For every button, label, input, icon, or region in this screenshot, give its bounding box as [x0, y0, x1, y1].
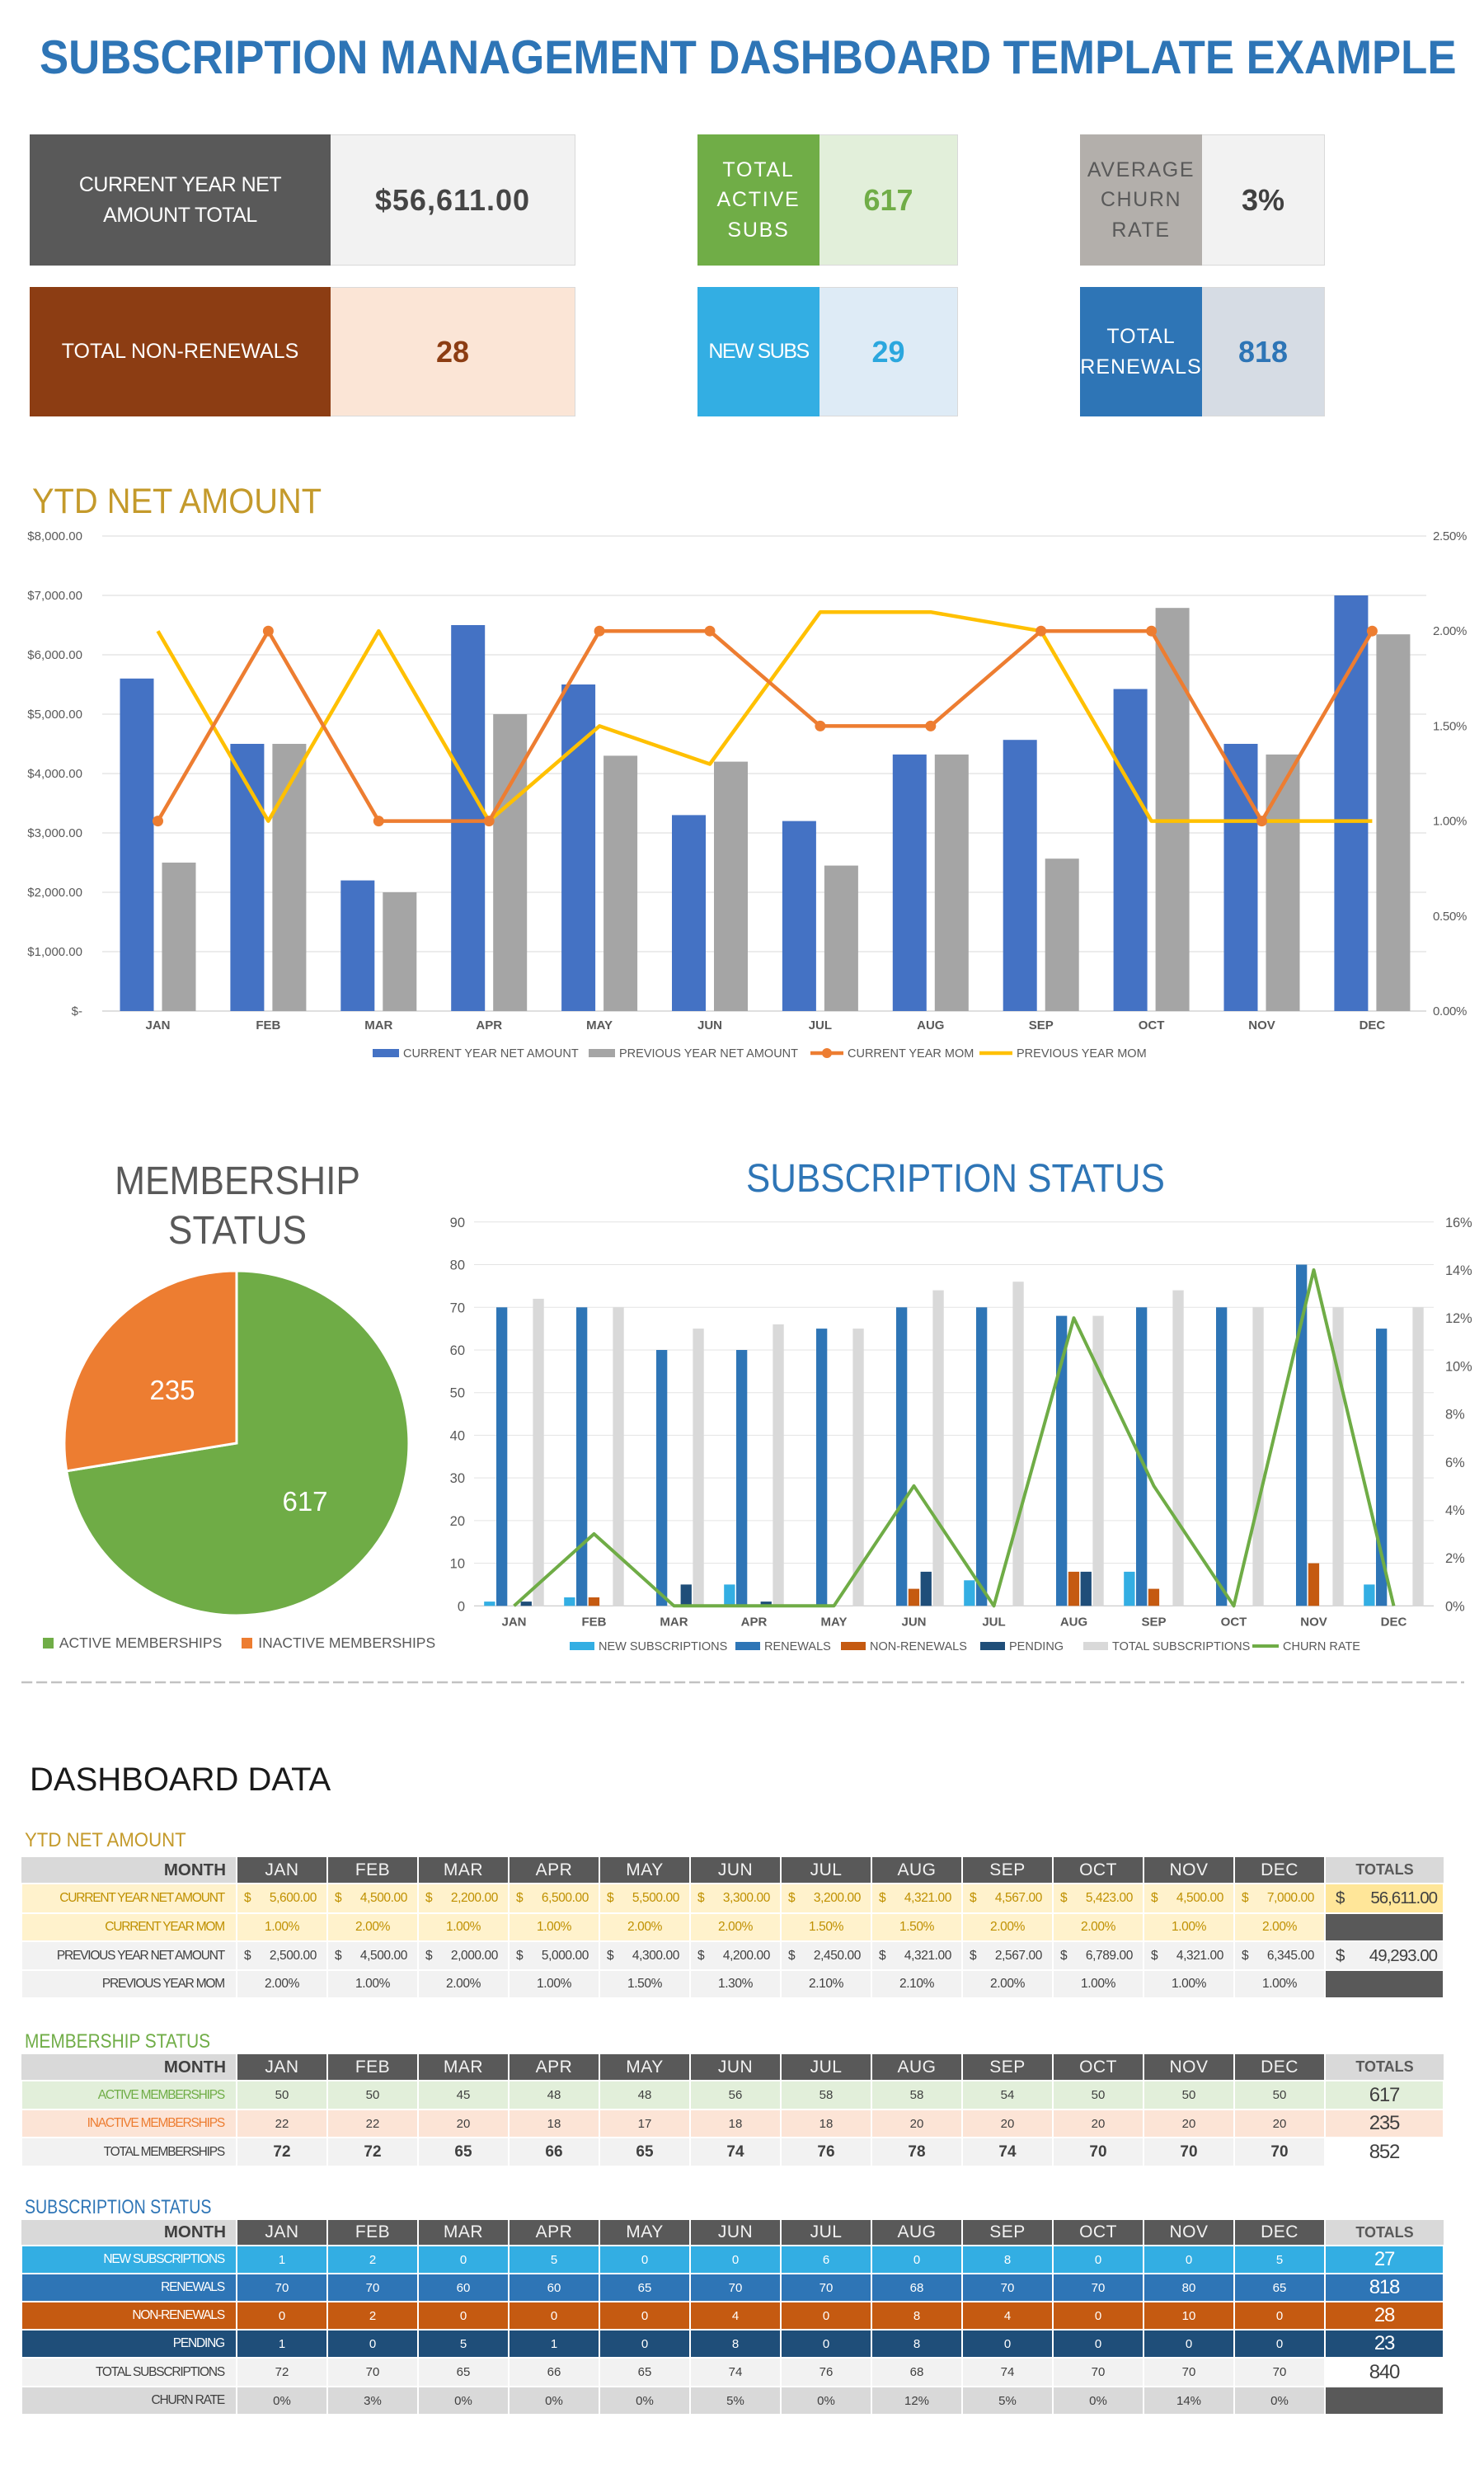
svg-text:MAY: MAY	[586, 1018, 613, 1032]
svg-text:APR: APR	[741, 1615, 768, 1629]
svg-text:$-: $-	[72, 1004, 82, 1018]
svg-text:16%: 16%	[1445, 1216, 1472, 1230]
svg-text:12%: 12%	[1445, 1311, 1472, 1326]
svg-text:PREVIOUS YEAR MOM: PREVIOUS YEAR MOM	[1017, 1047, 1147, 1061]
svg-text:90: 90	[450, 1216, 465, 1230]
svg-text:SEP: SEP	[1029, 1018, 1054, 1032]
svg-text:$5,000.00: $5,000.00	[27, 708, 82, 722]
svg-text:20: 20	[450, 1514, 465, 1529]
svg-text:$8,000.00: $8,000.00	[27, 529, 82, 543]
svg-text:JUN: JUN	[901, 1615, 926, 1629]
svg-text:8%: 8%	[1445, 1408, 1465, 1423]
svg-text:SEP: SEP	[1141, 1615, 1166, 1629]
svg-text:10: 10	[450, 1557, 465, 1572]
svg-text:FEB: FEB	[256, 1018, 280, 1032]
svg-text:0%: 0%	[1445, 1599, 1465, 1614]
svg-text:OCT: OCT	[1221, 1615, 1247, 1629]
svg-text:APR: APR	[476, 1018, 502, 1032]
svg-text:JAN: JAN	[501, 1615, 526, 1629]
svg-text:50: 50	[450, 1386, 465, 1401]
svg-text:60: 60	[450, 1343, 465, 1358]
svg-text:10%: 10%	[1445, 1359, 1472, 1374]
svg-text:MAR: MAR	[660, 1615, 688, 1629]
svg-text:40: 40	[450, 1428, 465, 1443]
svg-text:NOV: NOV	[1300, 1615, 1327, 1629]
svg-text:AUG: AUG	[1060, 1615, 1087, 1629]
svg-text:PENDING: PENDING	[1009, 1640, 1064, 1653]
svg-text:DEC: DEC	[1381, 1615, 1407, 1629]
svg-text:OCT: OCT	[1139, 1018, 1165, 1032]
svg-text:TOTAL SUBSCRIPTIONS: TOTAL SUBSCRIPTIONS	[1112, 1640, 1250, 1653]
svg-text:0.00%: 0.00%	[1433, 1004, 1467, 1018]
svg-text:80: 80	[450, 1258, 465, 1273]
svg-text:RENEWALS: RENEWALS	[764, 1640, 831, 1653]
svg-text:$6,000.00: $6,000.00	[27, 648, 82, 662]
svg-text:DEC: DEC	[1360, 1018, 1386, 1032]
svg-text:MAR: MAR	[364, 1018, 392, 1032]
svg-text:235: 235	[149, 1375, 195, 1405]
svg-text:2%: 2%	[1445, 1551, 1465, 1566]
svg-text:MAY: MAY	[821, 1615, 848, 1629]
svg-text:1.00%: 1.00%	[1433, 815, 1467, 829]
svg-text:CHURN RATE: CHURN RATE	[1283, 1640, 1360, 1653]
svg-text:CURRENT YEAR MOM: CURRENT YEAR MOM	[848, 1047, 974, 1061]
svg-text:$4,000.00: $4,000.00	[27, 767, 82, 781]
svg-text:30: 30	[450, 1471, 465, 1486]
svg-text:AUG: AUG	[917, 1018, 944, 1032]
svg-text:2.00%: 2.00%	[1433, 624, 1467, 638]
svg-text:1.50%: 1.50%	[1433, 719, 1467, 733]
svg-text:FEB: FEB	[582, 1615, 607, 1629]
svg-text:6%: 6%	[1445, 1456, 1465, 1470]
svg-text:0: 0	[458, 1599, 465, 1614]
svg-text:0.50%: 0.50%	[1433, 910, 1467, 924]
svg-text:70: 70	[450, 1300, 465, 1315]
svg-text:$3,000.00: $3,000.00	[27, 826, 82, 840]
svg-text:CURRENT YEAR NET AMOUNT: CURRENT YEAR NET AMOUNT	[403, 1047, 579, 1061]
svg-text:$1,000.00: $1,000.00	[27, 945, 82, 959]
svg-text:NON-RENEWALS: NON-RENEWALS	[870, 1640, 967, 1653]
svg-text:NOV: NOV	[1248, 1018, 1275, 1032]
svg-text:2.50%: 2.50%	[1433, 529, 1467, 543]
svg-text:NEW SUBSCRIPTIONS: NEW SUBSCRIPTIONS	[599, 1640, 727, 1653]
svg-text:4%: 4%	[1445, 1503, 1465, 1518]
svg-text:617: 617	[282, 1486, 327, 1517]
svg-text:$7,000.00: $7,000.00	[27, 589, 82, 603]
svg-text:JUL: JUL	[809, 1018, 832, 1032]
svg-text:14%: 14%	[1445, 1263, 1472, 1278]
svg-text:JUN: JUN	[697, 1018, 722, 1032]
svg-text:JAN: JAN	[145, 1018, 170, 1032]
svg-text:JUL: JUL	[982, 1615, 1005, 1629]
svg-text:$2,000.00: $2,000.00	[27, 886, 82, 900]
svg-text:PREVIOUS YEAR NET AMOUNT: PREVIOUS YEAR NET AMOUNT	[619, 1047, 798, 1061]
